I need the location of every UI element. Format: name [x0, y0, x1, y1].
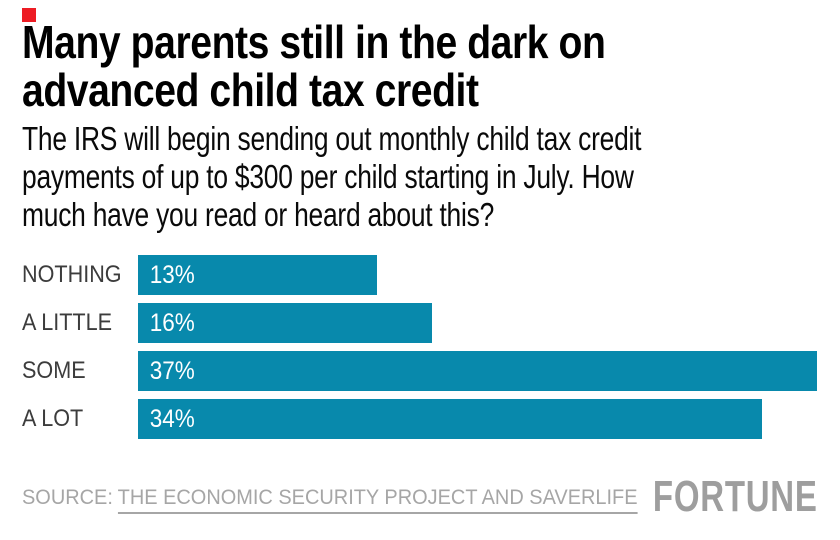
category-label: SOME — [22, 357, 86, 384]
bar: 37% — [138, 351, 817, 391]
chart-subtitle-line-2: payments of up to $300 per child startin… — [22, 158, 634, 195]
bar-value-label: 34% — [149, 404, 195, 433]
chart-subtitle: The IRS will begin sending out monthly c… — [22, 120, 642, 234]
chart-row: NOTHING 13% — [22, 255, 818, 295]
bar-value-label: 37% — [149, 356, 195, 385]
bar-value-label: 16% — [149, 308, 195, 337]
chart-title: Many parents still in the dark on advanc… — [22, 16, 606, 116]
bar-value-label: 13% — [149, 260, 195, 289]
chart-title-line-2: advanced child tax credit — [22, 64, 479, 116]
chart-subtitle-line-1: The IRS will begin sending out monthly c… — [22, 120, 642, 157]
chart-row: A LITTLE 16% — [22, 303, 818, 343]
chart-title-line-1: Many parents still in the dark on — [22, 16, 606, 68]
category-label: NOTHING — [22, 261, 122, 288]
bar-chart: NOTHING 13% A LITTLE 16% SOME 37% A LOT … — [22, 255, 818, 439]
source-prefix: SOURCE: — [22, 486, 113, 509]
chart-row: SOME 37% — [22, 351, 818, 391]
chart-subtitle-line-3: much have you read or heard about this? — [22, 196, 495, 233]
bar: 13% — [138, 255, 377, 295]
category-label: A LOT — [22, 405, 84, 432]
fortune-red-square-mark — [22, 8, 36, 22]
source-line: SOURCE: THE ECONOMIC SECURITY PROJECT AND… — [22, 486, 638, 514]
bar: 16% — [138, 303, 432, 343]
chart-row: A LOT 34% — [22, 399, 818, 439]
source-link[interactable]: THE ECONOMIC SECURITY PROJECT AND SAVERL… — [117, 486, 638, 514]
fortune-logo: FORTUNE — [653, 472, 818, 521]
category-label: A LITTLE — [22, 309, 113, 336]
bar: 34% — [138, 399, 762, 439]
